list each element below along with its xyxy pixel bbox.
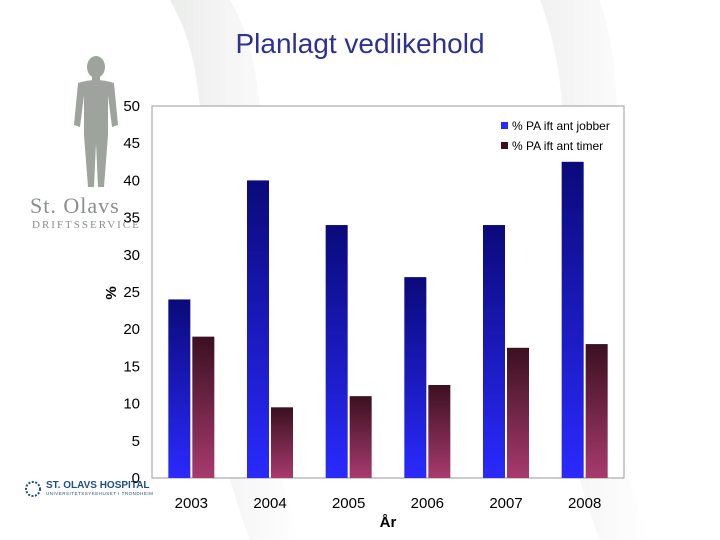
y-tick-label: 45 xyxy=(123,135,140,152)
x-tick-label: 2004 xyxy=(253,495,286,512)
legend: % PA ift ant jobber % PA ift ant timer xyxy=(501,119,610,153)
bars xyxy=(168,161,608,479)
y-axis: 0 5 10 15 20 25 30 35 40 45 50 xyxy=(123,98,140,487)
bar-timer-2004 xyxy=(271,407,293,478)
bar-jobber-2004 xyxy=(247,180,269,478)
y-tick-label: 15 xyxy=(123,358,140,375)
bar-timer-2007 xyxy=(507,347,529,478)
y-tick-label: 10 xyxy=(123,396,140,413)
x-tick-label: 2006 xyxy=(411,495,444,512)
bar-timer-2003 xyxy=(192,336,215,478)
y-tick-label: 0 xyxy=(132,470,140,487)
legend-swatch xyxy=(501,142,508,149)
bar-timer-2008 xyxy=(585,344,608,478)
bar-timer-2006 xyxy=(428,385,451,478)
logo-brand-text: St. Olavs xyxy=(30,193,120,218)
x-tick-label: 2003 xyxy=(175,495,208,512)
plot-area xyxy=(151,105,625,479)
y-tick-label: 35 xyxy=(123,210,140,227)
bar-jobber-2008 xyxy=(561,161,584,479)
y-tick-label: 50 xyxy=(123,98,140,115)
x-tick-label: 2005 xyxy=(332,495,365,512)
x-axis: 2003 2004 2005 2006 2007 2008 xyxy=(175,495,602,512)
legend-label: % PA ift ant timer xyxy=(512,139,603,153)
st-olavs-driftsservice-logo: St. Olavs DRIFTSSERVICE xyxy=(26,55,176,235)
hospital-mark-icon xyxy=(25,481,41,497)
y-axis-label: % xyxy=(103,286,120,299)
x-axis-label: År xyxy=(380,514,397,531)
human-figure-icon xyxy=(74,56,118,187)
bar-jobber-2006 xyxy=(404,277,427,478)
hospital-name: ST. OLAVS HOSPITAL xyxy=(46,480,150,491)
logo-sub-text: DRIFTSSERVICE xyxy=(32,219,141,231)
y-tick-label: 5 xyxy=(132,433,140,450)
y-tick-label: 25 xyxy=(123,284,140,301)
bar-timer-2005 xyxy=(349,396,372,478)
legend-swatch xyxy=(501,122,508,129)
bar-jobber-2005 xyxy=(325,225,348,478)
y-tick-label: 40 xyxy=(123,172,140,189)
legend-label: % PA ift ant jobber xyxy=(512,119,610,133)
slide-title: Planlagt vedlikehold xyxy=(235,28,485,59)
bar-jobber-2007 xyxy=(483,225,505,478)
y-tick-label: 20 xyxy=(123,321,140,338)
st-olavs-hospital-logo: ST. OLAVS HOSPITAL UNIVERSITETSSYKEHUSET… xyxy=(24,480,154,500)
hospital-subtitle: UNIVERSITETSSYKEHUSET I TRONDHEIM xyxy=(46,491,154,496)
y-tick-label: 30 xyxy=(123,247,140,264)
bar-jobber-2003 xyxy=(168,299,191,478)
x-tick-label: 2008 xyxy=(568,495,601,512)
x-tick-label: 2007 xyxy=(489,495,522,512)
